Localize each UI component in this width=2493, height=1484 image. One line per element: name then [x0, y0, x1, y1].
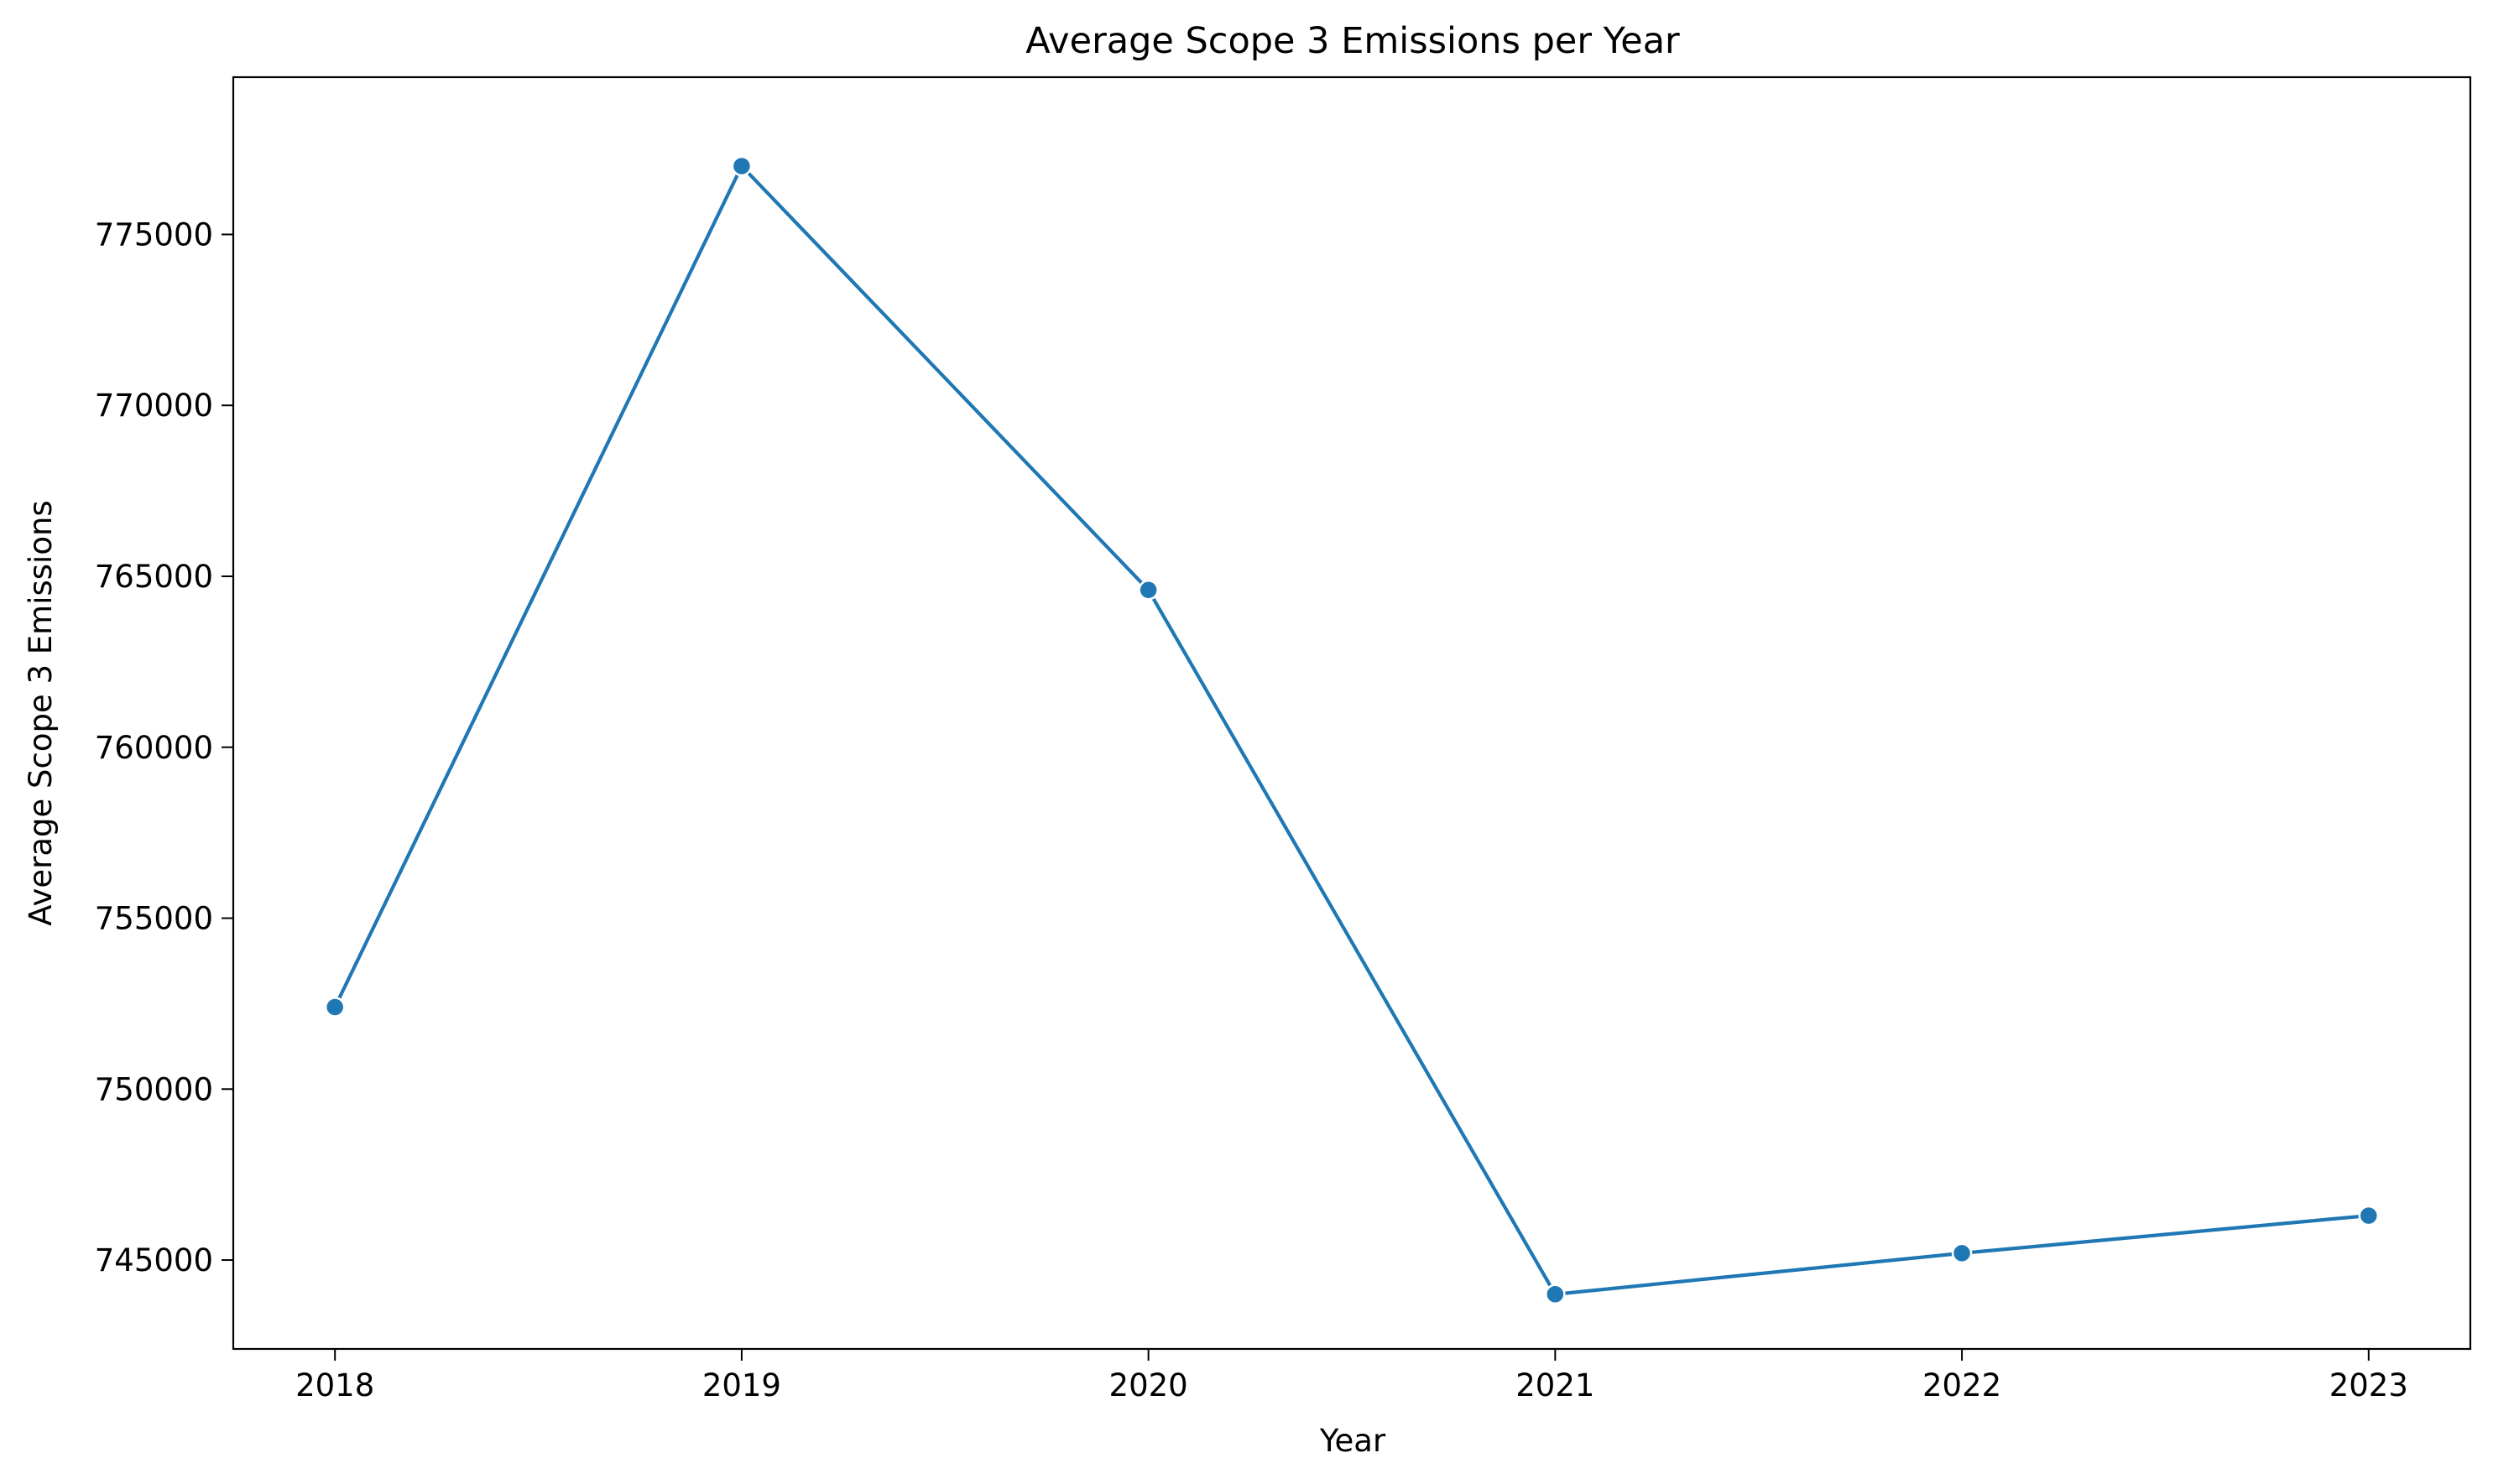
data-point-2018	[324, 997, 346, 1018]
y-axis: 745000 750000 755000 760000 765000 770000 7750…	[95, 216, 233, 1278]
data-point-2021	[1545, 1284, 1566, 1305]
series-line	[333, 164, 2370, 1296]
y-tick-label: 750000	[95, 1071, 213, 1107]
y-tick-label: 765000	[95, 559, 213, 595]
data-point-2019	[731, 155, 753, 177]
y-axis-label: Average Scope 3 Emissions	[23, 500, 59, 925]
y-tick-label: 745000	[95, 1242, 213, 1278]
x-tick-label: 2020	[1109, 1367, 1188, 1403]
y-tick-label: 770000	[95, 388, 213, 424]
y-tick-label: 775000	[95, 216, 213, 253]
x-tick-label: 2022	[1922, 1367, 2001, 1403]
chart-title: Average Scope 3 Emissions per Year	[1025, 20, 1680, 62]
series-layer	[324, 155, 2380, 1305]
x-tick-label: 2023	[2329, 1367, 2408, 1403]
x-tick-label: 2021	[1515, 1367, 1594, 1403]
plot-frame	[232, 76, 2472, 1351]
x-tick-label: 2018	[295, 1367, 374, 1403]
data-point-2023	[2358, 1205, 2380, 1226]
x-tick-label: 2019	[702, 1367, 781, 1403]
y-tick-label: 760000	[95, 730, 213, 766]
y-tick-label: 755000	[95, 901, 213, 937]
data-point-2020	[1138, 580, 1159, 601]
data-point-2022	[1951, 1242, 1973, 1264]
x-axis: 2018 2019 2020 2021 2022 2023	[295, 1349, 2408, 1403]
x-axis-label: Year	[1319, 1423, 1386, 1459]
